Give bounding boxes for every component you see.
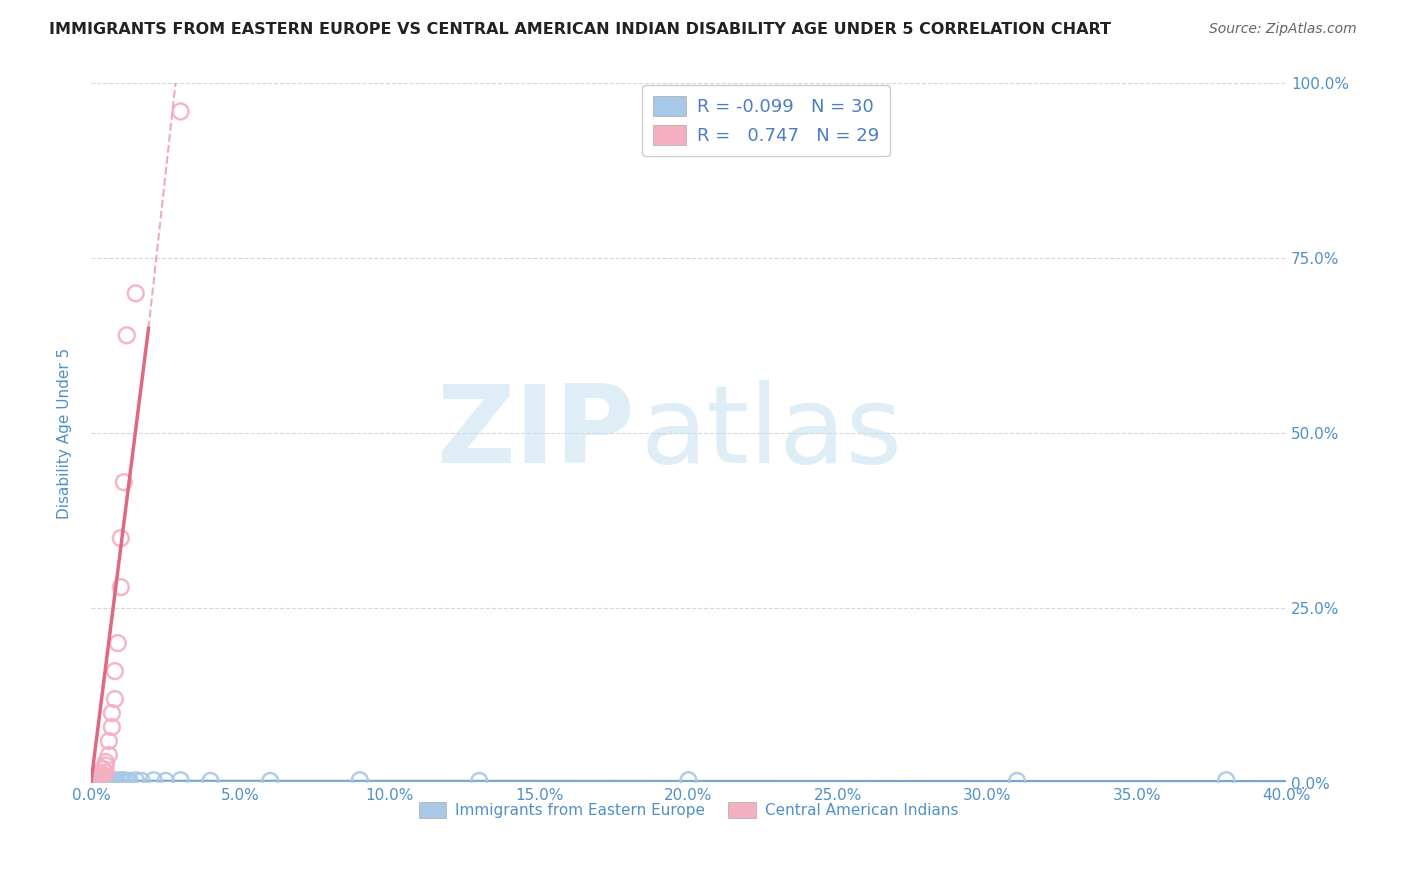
Point [169,773,191,788]
Point [349,773,371,788]
Point [110,580,132,594]
Point [86,774,108,789]
Text: IMMIGRANTS FROM EASTERN EUROPE VS CENTRAL AMERICAN INDIAN DISABILITY AGE UNDER 5: IMMIGRANTS FROM EASTERN EUROPE VS CENTRA… [49,22,1111,37]
Point [86,772,108,786]
Point [101,720,124,734]
Point [89,769,111,783]
Text: ZIP: ZIP [436,380,634,486]
Point [89,772,111,786]
Point [112,475,135,490]
Point [110,773,132,788]
Point [110,773,132,788]
Point [83,773,105,788]
Point [101,773,124,788]
Point [112,773,135,788]
Point [110,531,132,545]
Point [91,762,114,776]
Legend: Immigrants from Eastern Europe, Central American Indians: Immigrants from Eastern Europe, Central … [412,796,965,824]
Point [115,328,138,343]
Point [87,771,110,785]
Point [101,706,124,720]
Point [115,773,138,788]
Point [94,758,117,772]
Point [125,773,148,788]
Point [83,773,105,788]
Point [169,104,191,119]
Text: atlas: atlas [641,380,903,486]
Point [82,773,104,788]
Point [142,773,165,788]
Point [104,773,127,788]
Point [89,773,111,788]
Point [107,636,129,650]
Point [83,773,105,788]
Point [155,773,177,788]
Point [107,774,129,789]
Point [89,773,111,788]
Y-axis label: Disability Age Under 5: Disability Age Under 5 [58,348,72,519]
Text: Source: ZipAtlas.com: Source: ZipAtlas.com [1209,22,1357,37]
Point [104,692,127,706]
Point [125,286,148,301]
Point [1215,773,1237,788]
Point [97,747,120,762]
Point [259,773,281,788]
Point [94,755,117,769]
Point [86,771,108,785]
Point [200,773,222,788]
Point [89,765,111,780]
Point [1005,773,1028,788]
Point [97,773,120,788]
Point [91,772,114,787]
Point [104,664,127,678]
Point [91,767,114,781]
Point [94,773,117,788]
Point [91,773,114,788]
Point [678,773,700,788]
Point [86,773,108,788]
Point [94,773,117,788]
Point [468,773,491,788]
Point [94,765,117,780]
Point [131,773,153,788]
Point [97,773,120,788]
Point [97,734,120,748]
Point [84,772,107,787]
Point [118,773,141,788]
